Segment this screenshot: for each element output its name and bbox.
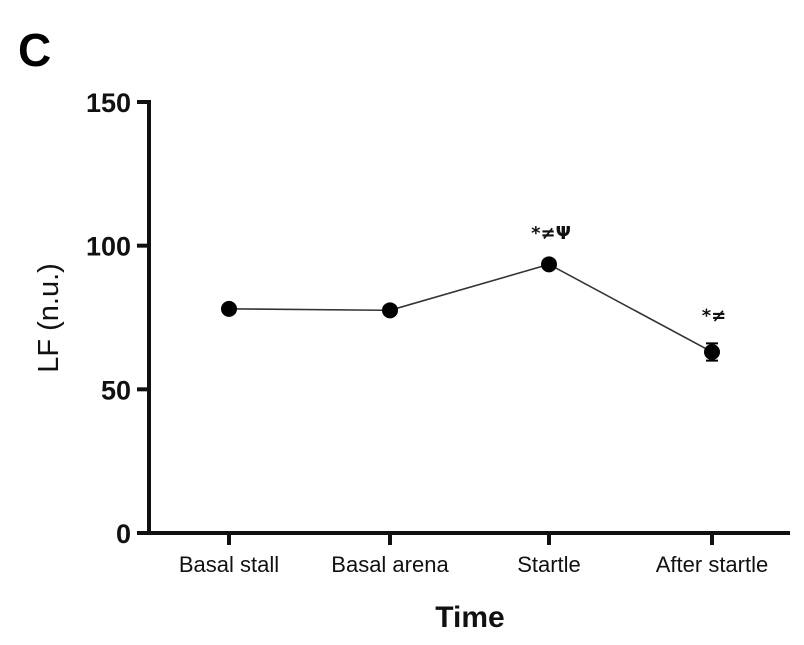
- x-tick-label: Basal arena: [331, 552, 449, 577]
- data-point: [704, 343, 720, 360]
- x-tick-label: Basal stall: [179, 552, 279, 577]
- data-points: [221, 256, 720, 360]
- data-point: [541, 256, 557, 273]
- y-axis-title: LF (n.u.): [33, 263, 65, 373]
- y-tick-label: 0: [116, 519, 131, 549]
- significance-label: *≠: [702, 305, 727, 326]
- data-point: [221, 300, 237, 317]
- x-ticks: Basal stall Basal arena Startle After start…: [179, 533, 768, 577]
- y-tick-label: 150: [86, 88, 131, 118]
- x-axis-title: Time: [435, 601, 504, 634]
- significance-label: *≠Ψ: [531, 223, 571, 244]
- series-line: [228, 263, 713, 353]
- data-point: [382, 302, 398, 319]
- significance-annotations: *≠Ψ *≠: [531, 223, 726, 326]
- y-tick-label: 100: [86, 232, 131, 262]
- x-tick-label: Startle: [517, 552, 581, 577]
- error-bars: [223, 259, 718, 362]
- y-ticks: 0 50 100 150: [86, 88, 149, 549]
- x-tick-label: After startle: [656, 552, 768, 577]
- y-tick-label: 50: [101, 375, 131, 405]
- panel-label: C: [18, 24, 51, 76]
